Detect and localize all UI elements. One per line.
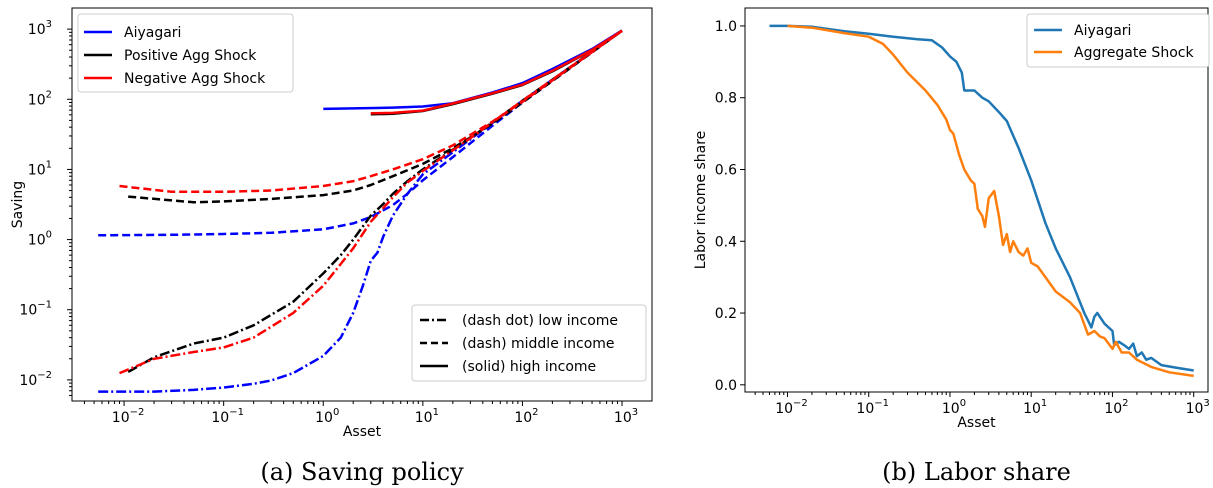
series-line-1 — [98, 29, 623, 237]
panel-b-x-axis-label: Asset — [957, 415, 996, 431]
panel-a-y-axis-label: Saving — [10, 181, 26, 228]
x-tick-label: 101 — [1023, 398, 1047, 417]
y-tick-label: 0.6 — [715, 162, 737, 178]
series-line-0 — [769, 24, 1194, 372]
y-tick-label: 10−2 — [19, 370, 52, 389]
panel-b-caption: (b) Labor share — [882, 458, 1071, 486]
panel-b-legend: Aiyagari Aggregate Shock — [1026, 13, 1210, 68]
legend-label-low-income: (dash dot) low income — [462, 313, 618, 329]
x-tick-label: 10−1 — [856, 398, 889, 417]
panel-a-y-ticks: 10−2 10−1 100 101 102 103 — [19, 19, 72, 396]
series-line-4 — [128, 29, 623, 204]
series-line-1 — [787, 24, 1194, 378]
x-tick-label: 103 — [1186, 398, 1210, 417]
x-tick-label: 102 — [514, 407, 538, 426]
x-tick-label: 100 — [315, 407, 339, 426]
panel-labor-share: 10−2 10−1 100 101 102 103 0.00.20.40.60.81.0 … — [693, 7, 1210, 486]
panel-a-x-axis-label: Asset — [343, 424, 382, 440]
x-tick-label: 10−2 — [775, 398, 808, 417]
x-tick-label: 103 — [614, 407, 638, 426]
series-line-0 — [98, 29, 623, 393]
panel-b-y-axis-label: Labor income share — [693, 131, 709, 270]
panel-a-legend-series: Aiyagari Positive Agg Shock Negative Agg… — [77, 13, 294, 93]
panel-b-axes-frame — [744, 7, 1209, 393]
y-tick-label: 102 — [28, 89, 52, 108]
x-tick-label: 100 — [942, 398, 966, 417]
x-tick-label: 10−1 — [211, 407, 244, 426]
legend-label-aiyagari-b: Aiyagari — [1074, 23, 1131, 39]
panel-b-y-ticks: 0.0 0.2 0.4 0.6 0.8 1.0 — [715, 19, 745, 394]
panel-a-x-ticks: 10−2 10−1 100 101 102 103 — [83, 401, 638, 426]
legend-label-high-income: (solid) high income — [462, 359, 596, 375]
panel-b-series — [769, 24, 1194, 378]
panel-saving-policy: 10−2 10−1 100 101 102 103 10−210−110010110210… — [10, 7, 653, 486]
legend-label-aggregate-shock: Aggregate Shock — [1074, 45, 1194, 61]
panel-a-axes-frame — [71, 7, 653, 402]
y-tick-label: 10−1 — [19, 300, 52, 319]
panel-b-legend-box — [1026, 13, 1210, 68]
x-tick-label: 101 — [415, 407, 439, 426]
x-tick-label: 10−2 — [112, 407, 145, 426]
legend-label-aiyagari: Aiyagari — [124, 25, 181, 41]
legend-label-middle-income: (dash) middle income — [462, 336, 615, 352]
series-line-8 — [370, 29, 623, 115]
panel-a-caption: (a) Saving policy — [260, 458, 464, 486]
y-tick-label: 0.2 — [715, 306, 737, 322]
legend-label-positive-agg-shock: Positive Agg Shock — [124, 48, 257, 64]
y-tick-label: 103 — [28, 19, 52, 38]
panel-b-x-ticks: 10−2 10−1 100 101 102 103 — [754, 392, 1210, 417]
y-tick-label: 101 — [28, 159, 52, 178]
legend-label-negative-agg-shock: Negative Agg Shock — [124, 71, 266, 87]
panel-a-legend-income: (dash dot) low income (dash) middle inco… — [411, 304, 647, 382]
y-tick-label: 0.8 — [715, 91, 737, 107]
series-line-5 — [370, 29, 623, 116]
panel-a-series — [98, 29, 623, 393]
series-line-7 — [119, 29, 623, 194]
y-tick-label: 1.0 — [715, 19, 737, 35]
y-tick-label: 0.0 — [715, 378, 737, 394]
y-tick-label: 0.4 — [715, 234, 737, 250]
y-tick-label: 100 — [28, 230, 52, 249]
panel-a-legend-income-box — [411, 304, 647, 382]
series-line-6 — [119, 29, 623, 375]
x-tick-label: 102 — [1104, 398, 1128, 417]
panel-a-legend-series-box — [77, 13, 294, 93]
